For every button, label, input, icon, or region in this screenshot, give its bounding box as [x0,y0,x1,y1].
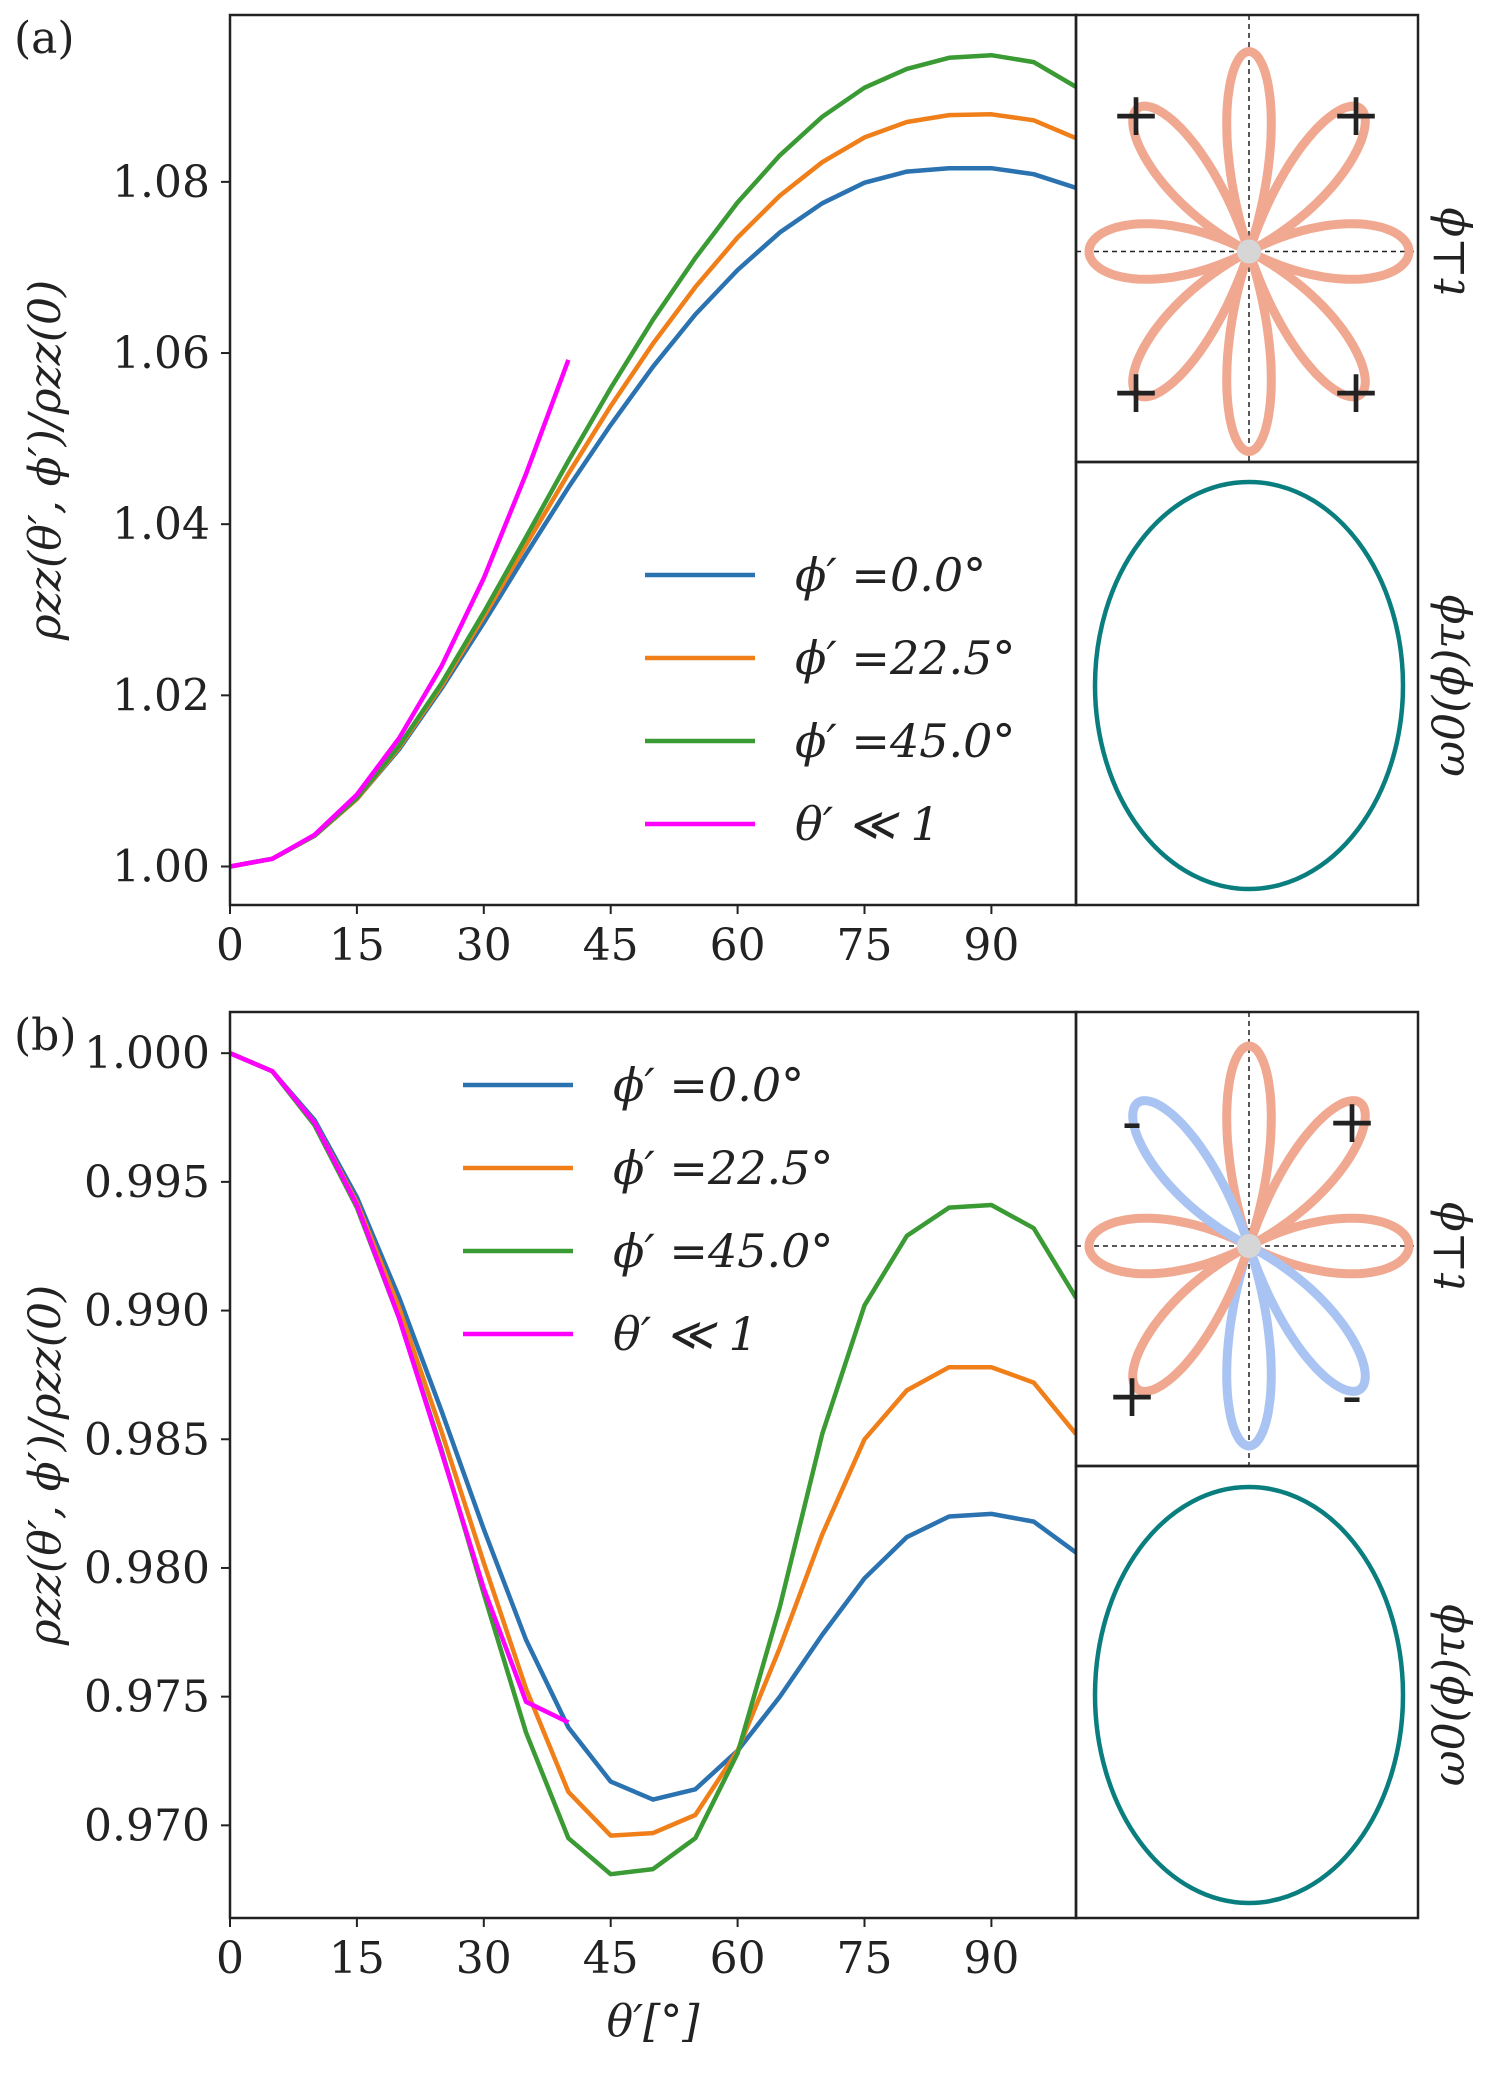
inset-sign: - [1122,1087,1142,1157]
x-tick-label: 0 [216,920,244,971]
y-tick-label: 1.000 [84,1028,210,1079]
petal-lobe [1222,1041,1276,1248]
x-tick-label: 45 [583,1933,639,1984]
petal-lobe [1128,1096,1254,1250]
petal-lobe [1128,247,1254,402]
x-tick-label: 60 [710,920,766,971]
petal-lobe [1128,1242,1254,1396]
petal-center [1237,1234,1261,1258]
axes-frame [228,13,1078,907]
x-tick-label: 15 [329,920,385,971]
y-tick-label: 0.975 [84,1672,210,1723]
x-tick-label: 75 [837,920,893,971]
y-tick-label: 0.970 [84,1800,210,1851]
petal-lobe [1244,101,1370,256]
petal-lobe [1084,219,1252,284]
inset-sign: + [1107,1361,1157,1431]
y-tick-label: 0.990 [84,1286,210,1337]
legend-label: ϕ′ =22.5° [795,631,1015,685]
inset-sign: + [1331,357,1381,427]
legend-label: ϕ′ =0.0° [613,1058,804,1112]
petal-lobe [1222,47,1276,253]
x-tick-label: 75 [837,1933,893,1984]
y-tick-label: 0.980 [84,1543,210,1594]
x-tick-label: 90 [963,1933,1019,1984]
series-line-3 [230,359,571,869]
inset-ellipse [1092,1484,1406,1906]
y-tick-label: 1.00 [112,841,210,892]
petal-lobe [1246,1213,1414,1279]
inset-sign: + [1111,80,1161,150]
legend-label: ϕ′ =22.5° [613,1141,833,1195]
inset-label-t: t⊥ϕ [1424,207,1475,296]
series-line-0 [230,1051,1076,1802]
legend-label: ϕ′ =45.0° [613,1224,833,1278]
panel-label: (a) [14,13,75,64]
x-tick-label: 30 [456,920,512,971]
panel-a: (a) 0 15 30 45 60 75 90 1.00 1.02 1.04 1.06 1.08 ρzz(… [14,13,1475,971]
x-tick-label: 30 [456,1933,512,1984]
inset-label-omega: ω0(ϕ)τϕ [1424,594,1475,777]
y-tick-label: 1.02 [112,670,210,721]
petal-lobe [1246,219,1414,284]
series-line-2 [230,52,1076,869]
petal-lobe [1244,1242,1370,1396]
petal-lobe [1244,1096,1370,1250]
series-group [230,1051,1076,1877]
x-tick-label: 90 [963,920,1019,971]
legend-label: θ′ ≪ 1 [613,1307,758,1361]
petal-lobe [1244,247,1370,402]
x-tick-label: 60 [710,1933,766,1984]
x-tick-label: 45 [583,920,639,971]
series-group [230,52,1076,869]
y-axis-label: ρzz(θ′, ϕ′)/ρzz(0) [20,280,71,641]
y-tick-label: 0.995 [84,1157,210,1208]
y-tick-label: 1.08 [112,157,210,208]
series-line-3 [230,1051,570,1725]
inset-ellipse-frame [1074,1464,1420,1920]
x-tick-label: 15 [329,1933,385,1984]
inset-label-t: t⊥ϕ [1424,1201,1475,1290]
y-tick-label: 1.06 [112,328,210,379]
legend-label: ϕ′ =45.0° [795,714,1015,768]
x-tick-label: 0 [216,1933,244,1984]
petal-lobe [1222,250,1276,456]
petal-lobe [1084,1213,1252,1279]
petal-center [1237,239,1261,264]
y-tick-label: 0.985 [84,1414,210,1465]
inset-sign: + [1327,1087,1377,1157]
inset-label-omega: ω0(ϕ)τϕ [1424,1604,1475,1787]
inset-sign: - [1342,1361,1362,1431]
legend-label: ϕ′ =0.0° [795,548,986,602]
inset-ellipse [1092,479,1406,892]
x-axis-label: θ′[°] [607,1996,701,2047]
petal-lobe [1222,1244,1276,1451]
inset-sign: + [1111,357,1161,427]
panel-label: (b) [14,1010,77,1061]
y-axis-label: ρzz(θ′, ϕ′)/ρzz(0) [20,1285,71,1646]
inset-ellipse-frame [1074,460,1420,907]
panel-b: (b) 0 15 30 45 60 75 90 1.000 0.995 0.990 0.985 0.98… [14,1010,1475,2047]
petal-lobe [1128,101,1254,256]
inset-sign: + [1331,80,1381,150]
legend-label: θ′ ≪ 1 [795,797,940,851]
y-tick-label: 1.04 [112,499,210,550]
